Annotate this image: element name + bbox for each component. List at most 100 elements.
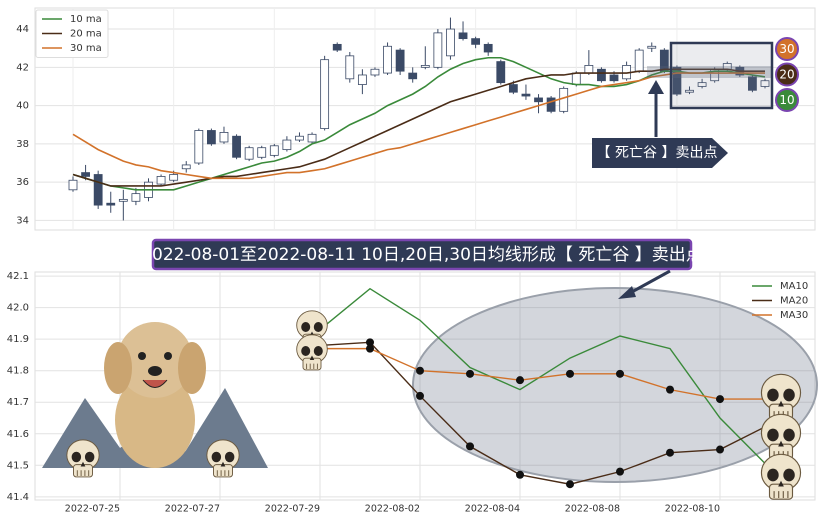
callout: [592, 138, 728, 168]
candle-body: [269, 145, 279, 156]
badge: [775, 88, 799, 112]
candle-body: [748, 76, 757, 91]
candle-body: [320, 59, 330, 129]
candle-body: [546, 97, 556, 112]
candle-body: [295, 135, 304, 141]
highlight-box: [669, 41, 774, 110]
legend-label: MA30: [780, 310, 808, 321]
dog-mouth: [142, 379, 168, 388]
candle-body: [232, 135, 241, 158]
candle-body: [760, 80, 770, 87]
candle-body: [521, 93, 531, 97]
plot-area: [34, 7, 816, 231]
dog-head: [117, 322, 193, 398]
arrow-head: [618, 286, 636, 299]
point: [566, 480, 574, 489]
candle-body: [194, 130, 204, 164]
candle-body: [357, 74, 367, 85]
y-tick-label: 34: [16, 215, 29, 226]
candle-body: [534, 97, 543, 103]
ma-line: [72, 72, 765, 180]
badge: [775, 37, 799, 61]
candle-body: [383, 45, 392, 74]
y-tick-label: 42: [16, 62, 29, 73]
y-tick-label: 41.6: [7, 429, 29, 440]
candle-body: [458, 32, 468, 40]
candle-body: [483, 43, 493, 53]
highlight-ellipse: [412, 287, 818, 483]
point: [516, 376, 524, 385]
y-tick-label: 41.8: [7, 366, 29, 377]
x-tick-label: 2022-08-04: [465, 504, 520, 515]
y-tick-label: 38: [16, 139, 29, 150]
legend-box: [35, 9, 109, 58]
point: [616, 467, 624, 476]
y-tick-label: 41.7: [7, 397, 29, 408]
candle-body: [672, 66, 682, 95]
candle-body: [647, 45, 657, 49]
banner-title: 2022-08-01至2022-08-11 10日,20日,30日均线形成【 死…: [141, 245, 703, 265]
dog-nose: [148, 366, 162, 376]
dog-ear: [178, 342, 206, 394]
candle-body: [68, 179, 78, 191]
candle-body: [395, 49, 405, 72]
candle-body: [81, 172, 90, 177]
legend-label: MA20: [780, 296, 808, 307]
candle-body: [446, 28, 455, 57]
x-tick-label: 2022-07-27: [165, 504, 220, 515]
point: [666, 385, 674, 394]
dog-eye: [138, 352, 146, 360]
y-tick-label: 41.5: [7, 460, 29, 471]
point: [466, 369, 474, 378]
legend-label: MA10: [780, 281, 808, 292]
legend-label: 30 ma: [70, 43, 102, 54]
arrow-shaft: [629, 269, 671, 295]
badge: [775, 62, 799, 87]
ma-line: [320, 347, 770, 400]
dog-eye: [164, 352, 172, 360]
point: [666, 448, 674, 457]
candle-body: [118, 198, 128, 202]
y-tick-label: 41.9: [7, 334, 29, 345]
y-tick-label: 42.1: [7, 271, 29, 282]
x-tick-label: 2022-08-02: [365, 504, 420, 515]
point: [416, 391, 424, 400]
candle-body: [106, 202, 116, 206]
badge-label: 20: [779, 68, 794, 82]
legend-label: 20 ma: [70, 29, 102, 40]
dog-body: [115, 372, 195, 468]
candle-body: [584, 65, 594, 74]
point: [716, 445, 724, 454]
point: [716, 395, 724, 404]
candlestick-chart: 34 36 38 40 42 44 10 ma 20 ma 30 ma 【 死亡谷 】卖出点 30 2…: [16, 7, 816, 231]
x-tick-label: 2022-07-25: [65, 504, 120, 515]
badge-label: 10: [779, 93, 794, 107]
highlight-band: [647, 66, 772, 78]
ma-line: [72, 68, 765, 187]
y-tick-label: 44: [16, 24, 29, 35]
candle-body: [571, 72, 581, 85]
point: [516, 470, 524, 479]
callout-text: 【 死亡谷 】卖出点: [597, 145, 718, 161]
x-tick-label: 2022-07-29: [265, 504, 320, 515]
y-tick-label: 42.0: [7, 303, 29, 314]
point: [366, 338, 374, 347]
dog-ear: [104, 342, 132, 394]
candle-body: [307, 133, 317, 143]
candle-body: [597, 68, 606, 82]
candle-body: [685, 89, 694, 93]
candle-body: [697, 82, 707, 87]
candle-body: [206, 130, 216, 145]
point: [566, 369, 574, 378]
legend-label: 10 ma: [70, 14, 102, 25]
candle-body: [131, 193, 141, 202]
candle-body: [219, 131, 229, 143]
ma-line: [72, 56, 766, 191]
line-chart: 41.4 41.5 41.6 41.7 41.8 41.9 42.0 42.1 2022-07-…: [7, 269, 818, 515]
candle-body: [282, 139, 292, 151]
candle-body: [93, 174, 103, 206]
candle-body: [408, 72, 418, 80]
candle-body: [433, 32, 443, 68]
mountains: [175, 388, 268, 468]
